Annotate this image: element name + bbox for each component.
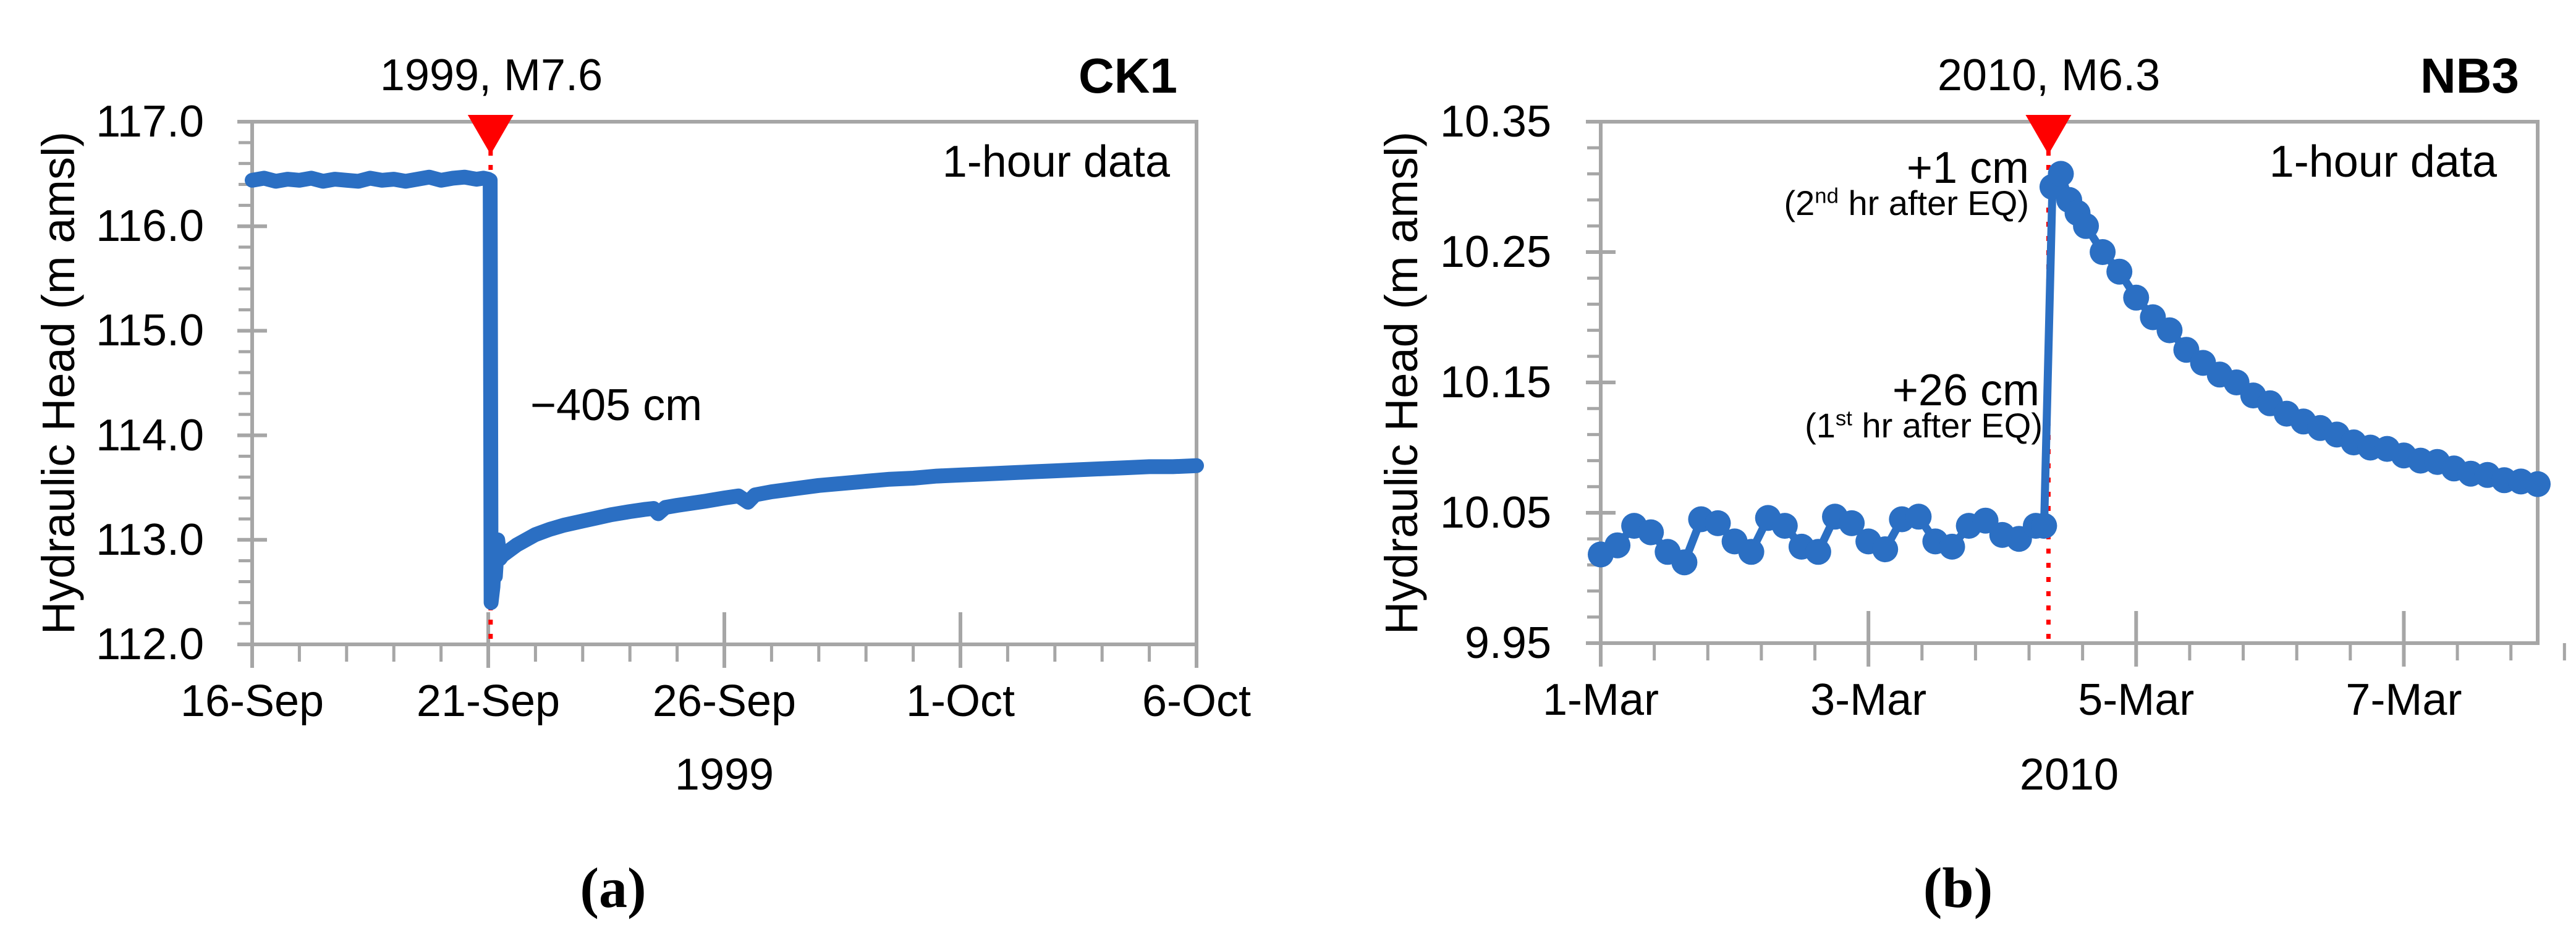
data-point-marker (2048, 161, 2074, 187)
data-point-marker (1671, 549, 1698, 576)
eq-triangle-marker (467, 115, 514, 154)
y-tick-label-a: 117.0 (96, 97, 204, 146)
sampling-note-b: 1-hour data (2269, 137, 2497, 187)
station-label-b: NB3 (2420, 48, 2519, 103)
annotation-text: hr after EQ) (1838, 183, 2029, 222)
data-point-marker (2106, 258, 2133, 285)
data-point-marker (1839, 510, 1865, 536)
data-point-marker (1604, 532, 1631, 558)
annotation-drop-a: −405 cm (530, 381, 703, 430)
y-tick-label-a: 114.0 (96, 410, 204, 460)
x-axis-title-b: 2010 (2019, 750, 2119, 799)
plot-border (250, 120, 1198, 646)
y-tick-label-b: 9.95 (1464, 618, 1551, 668)
x-tick-label-a: 21-Sep (416, 676, 561, 726)
annotation-text: hr after EQ) (1852, 406, 2043, 445)
data-point-marker (1805, 539, 1831, 565)
data-point-marker (1738, 539, 1765, 565)
y-tick-label-b: 10.05 (1439, 488, 1551, 537)
data-point-marker (1939, 533, 1965, 560)
station-label-a: CK1 (1078, 48, 1177, 103)
data-point-marker (1638, 519, 1664, 546)
x-tick-label-b: 1-Mar (1542, 675, 1659, 725)
data-point-marker (1771, 513, 1798, 539)
eq-title-a: 1999, M7.6 (379, 51, 603, 100)
data-point-marker (1705, 510, 1731, 536)
y-axis-title-a: Hydraulic Head (m amsl) (33, 131, 84, 635)
panel-caption-b: (b) (1923, 856, 1993, 919)
x-tick-label-a: 16-Sep (180, 676, 324, 726)
data-series-line (245, 169, 1204, 610)
data-point-marker (2090, 239, 2116, 265)
x-tick-label-a: 6-Oct (1142, 676, 1252, 726)
annotation-second-hour-sub-b: (2nd hr after EQ) (1784, 184, 2029, 222)
data-point-marker (1905, 504, 1932, 530)
data-point-marker (2073, 213, 2099, 239)
y-tick-label-b: 10.15 (1439, 358, 1551, 407)
ordinal-superscript: nd (1815, 184, 1839, 208)
data-point-marker (2031, 513, 2057, 539)
y-tick-label-a: 113.0 (96, 515, 204, 565)
x-tick-label-b: 5-Mar (2078, 675, 2195, 725)
ordinal-superscript: st (1835, 407, 1852, 431)
eq-title-b: 2010, M6.3 (1937, 51, 2161, 100)
x-tick-label-b: 7-Mar (2345, 675, 2462, 725)
data-series-connector (1598, 169, 2538, 567)
y-tick-label-a: 112.0 (96, 620, 204, 669)
y-tick-label-b: 10.35 (1439, 97, 1551, 146)
data-point-marker (1872, 536, 1899, 563)
x-tick-label-b: 3-Mar (1810, 675, 1927, 725)
y-tick-label-a: 115.0 (96, 306, 204, 356)
data-point-marker (2525, 471, 2551, 497)
y-tick-label-b: 10.25 (1439, 227, 1551, 277)
annotation-text: (2 (1784, 183, 1815, 222)
eq-triangle-marker (2025, 115, 2072, 154)
annotation-second-hour-b: +1 cm (1906, 143, 2029, 193)
data-point-marker (2156, 317, 2183, 343)
x-tick-label-a: 26-Sep (652, 676, 797, 726)
annotation-text: (1 (1805, 406, 1836, 445)
y-tick-label-a: 116.0 (96, 201, 204, 251)
x-axis-title-a: 1999 (674, 750, 774, 799)
annotation-first-hour-b: +26 cm (1892, 366, 2040, 415)
data-point-marker (2123, 284, 2150, 311)
x-tick-label-a: 1-Oct (905, 676, 1015, 726)
annotation-first-hour-sub-b: (1st hr after EQ) (1805, 407, 2043, 445)
sampling-note-a: 1-hour data (942, 137, 1170, 187)
plot-border (1599, 120, 2540, 645)
panel-caption-a: (a) (580, 856, 646, 919)
